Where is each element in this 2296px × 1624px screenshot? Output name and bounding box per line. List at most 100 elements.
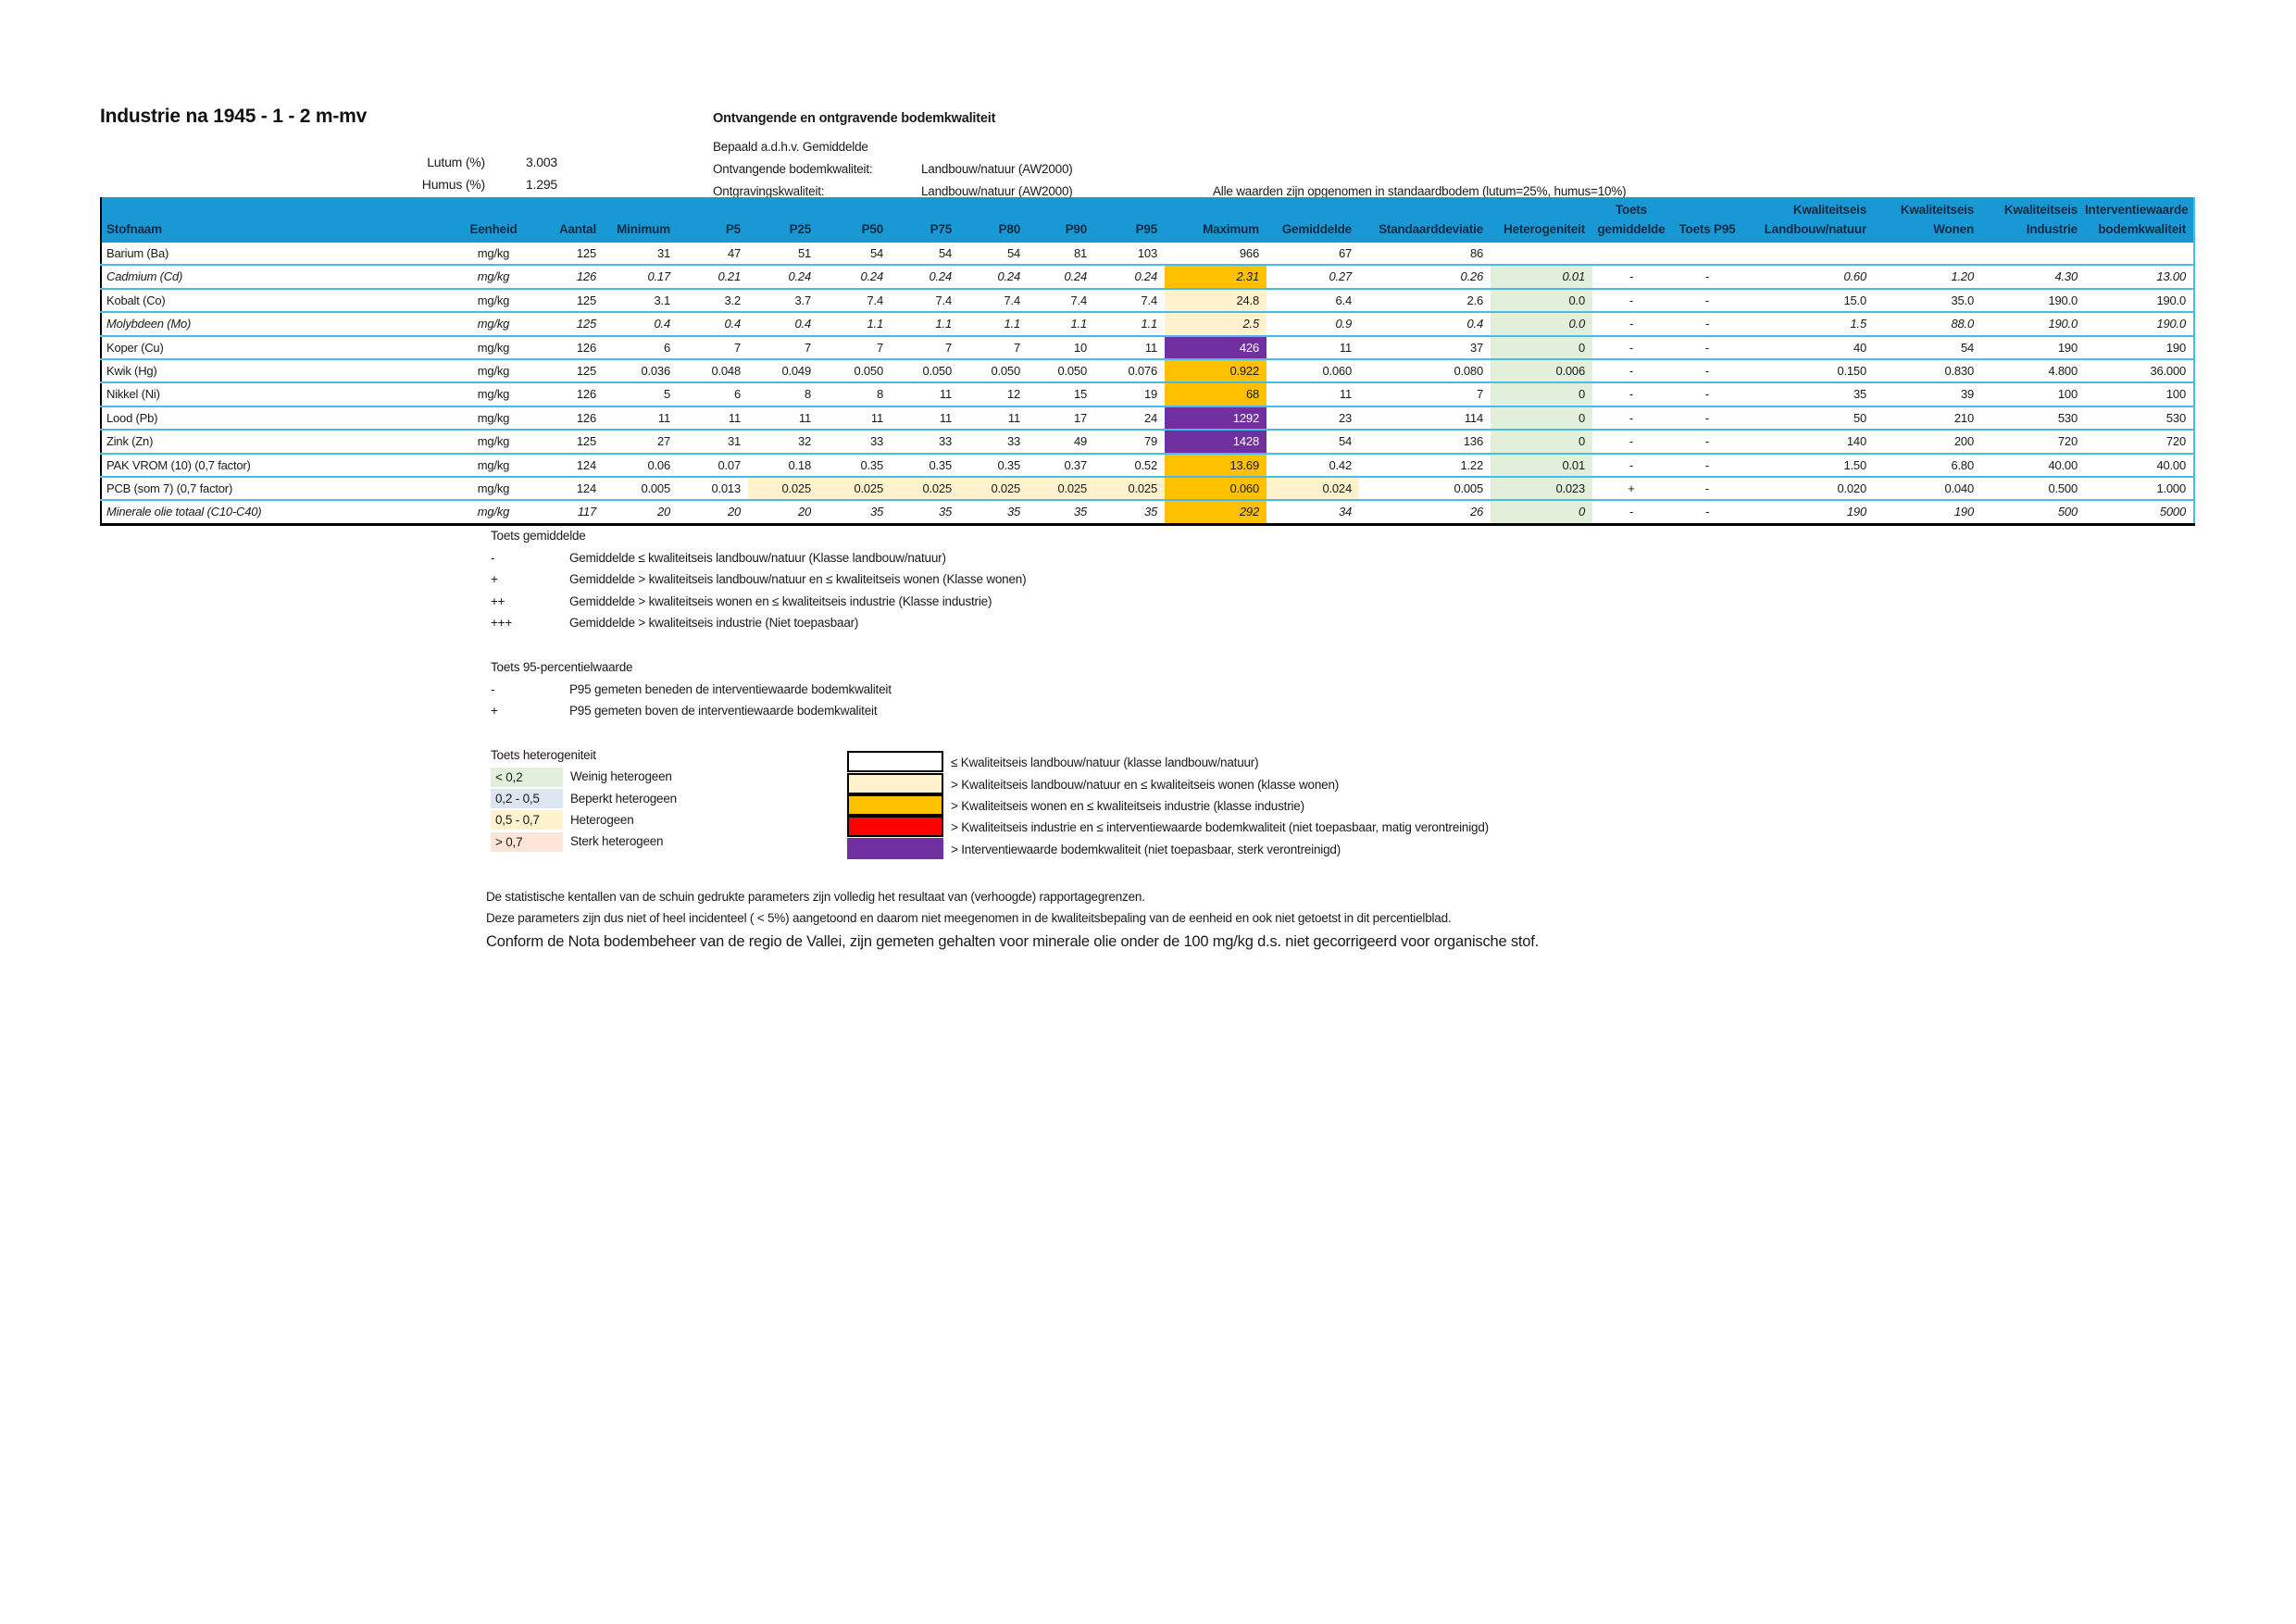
cell-gemiddelde: 11: [1339, 340, 1352, 355]
cell-p95: 35: [1143, 505, 1157, 519]
cell-p25: 0.18: [788, 457, 811, 472]
cell-interventiewaarde: 5000: [2159, 505, 2186, 519]
cell-p80: 0.24: [997, 269, 1020, 284]
cell-heterogeniteit: 0: [1491, 406, 1592, 431]
color-swatch: [847, 837, 943, 859]
cell-p95: 0.076: [1128, 364, 1157, 379]
legend-text: > Kwaliteitseis wonen en ≤ kwaliteitseis…: [951, 798, 1304, 813]
cell-kw_industrie: 190: [2057, 340, 2078, 355]
column-header-minimum: Minimum: [604, 197, 678, 243]
cell-p80: 54: [1006, 246, 1020, 260]
cell-p90: 81: [1073, 246, 1087, 260]
cell-stofnaam: Barium (Ba): [106, 246, 169, 260]
cell-interventiewaarde: 13.00: [2156, 269, 2186, 284]
legend-items: - Gemiddelde ≤ kwaliteitseis landbouw/nat…: [491, 547, 1027, 634]
cell-gemiddelde: 23: [1338, 410, 1352, 425]
cell-p80: 1.1: [1004, 317, 1021, 331]
cell-toets_p95: -: [1704, 364, 1710, 379]
cell-minimum: 0.06: [647, 457, 670, 472]
cell-standaarddeviatie: 0.080: [1454, 364, 1483, 379]
table-row: Nikkel (Ni) mg/kg 126 5 6 8 8 11 12 15 19 68 11 7 0- -3…: [101, 382, 2194, 406]
cell-p25: 0.4: [794, 317, 812, 331]
legend-text: Gemiddelde > kwaliteitseis landbouw/natu…: [569, 572, 1027, 586]
percentile-table: Stofnaam Eenheid Aantal Minimum P5 P25 P50 P75 P…: [100, 197, 2195, 526]
cell-standaarddeviatie: 86: [1469, 246, 1483, 260]
legend-item: > 0,7 Sterk heterogeen: [491, 831, 677, 852]
cell-stofnaam: Molybdeen (Mo): [106, 317, 192, 331]
legend-toets-p95: Toets 95-percentielwaarde - P95 gemeten b…: [491, 656, 892, 722]
cell-interventiewaarde: 36.000: [2150, 364, 2186, 379]
cell-stofnaam: PAK VROM (10) (0,7 factor): [106, 457, 251, 472]
cell-p50: 11: [870, 410, 883, 425]
cell-p90: 10: [1073, 340, 1087, 355]
cell-p5: 0.048: [711, 364, 741, 379]
info-determined: Bepaald a.d.h.v. Gemiddelde: [713, 140, 868, 154]
cell-kw_landbouw_natuur: 140: [1846, 434, 1866, 449]
table-row: Molybdeen (Mo) mg/kg 125 0.4 0.4 0.4 1.1 1.1 1.1…: [101, 312, 2194, 336]
cell-interventiewaarde: [2085, 243, 2194, 265]
table-row: Lood (Pb) mg/kg 126 11 11 11 11 11 11 17 24 1292 23 1…: [101, 406, 2194, 431]
cell-maximum: 0.922: [1165, 359, 1267, 383]
cell-stofnaam: Kobalt (Co): [106, 293, 166, 307]
column-header-kw_wonen: Kwaliteitseis Wonen: [1874, 197, 1981, 243]
cell-p25: 11: [798, 410, 811, 425]
table-row: Koper (Cu) mg/kg 126 6 7 7 7 7 7 10 11 426 11 37 0 - - 40…: [101, 335, 2194, 360]
column-header-maximum: Maximum: [1165, 197, 1267, 243]
cell-stofnaam: Nikkel (Ni): [106, 387, 160, 402]
cell-maximum: 1292: [1165, 406, 1267, 431]
cell-toets_gemiddelde: -: [1628, 364, 1634, 379]
legend-text: Heterogeen: [570, 813, 634, 827]
cell-toets_gemiddelde: +: [1628, 481, 1635, 496]
cell-interventiewaarde: 40.00: [2156, 457, 2186, 472]
cell-gemiddelde: 0.27: [1329, 269, 1352, 284]
legend-text: Gemiddelde > kwaliteitseis wonen en ≤ kw…: [569, 593, 992, 608]
cell-kw_landbouw_natuur: 0.150: [1837, 364, 1866, 379]
cell-p80: 33: [1006, 434, 1020, 449]
cell-heterogeniteit: 0.0: [1491, 312, 1592, 336]
cell-p80: 7: [1013, 340, 1020, 355]
cell-kw_industrie: [1981, 243, 2085, 265]
cell-gemiddelde: 6.4: [1335, 293, 1353, 307]
cell-aantal: 125: [576, 317, 596, 331]
table-row: PCB (som 7) (0,7 factor) mg/kg 124 0.005 0.0…: [101, 477, 2194, 501]
cell-toets_gemiddelde: -: [1628, 434, 1634, 449]
cell-kw_industrie: 190.0: [2048, 293, 2078, 307]
cell-stofnaam: Minerale olie totaal (C10-C40): [106, 505, 262, 519]
cell-eenheid: mg/kg: [477, 410, 510, 425]
cell-maximum: 2.5: [1165, 312, 1267, 336]
cell-eenheid: mg/kg: [477, 317, 510, 331]
cell-standaarddeviatie: 1.22: [1460, 457, 1483, 472]
legend-item: +++ Gemiddelde > kwaliteitseis industrie …: [491, 612, 1026, 634]
color-swatch: [847, 751, 943, 773]
heterogeneity-range-swatch: < 0,2: [491, 767, 563, 787]
cell-p25: 0.24: [788, 269, 811, 284]
cell-eenheid: mg/kg: [477, 457, 510, 472]
legend-item: 0,5 - 0,7 Heterogeen: [491, 809, 677, 831]
cell-stofnaam: PCB (som 7) (0,7 factor): [106, 481, 233, 496]
cell-gemiddelde: 34: [1338, 505, 1352, 519]
cell-p90: 0.24: [1064, 269, 1087, 284]
cell-p75: 11: [939, 410, 952, 425]
cell-standaarddeviatie: 37: [1469, 340, 1483, 355]
table-row: Cadmium (Cd) mg/kg 126 0.17 0.21 0.24 0.24 0.24…: [101, 265, 2194, 289]
cell-toets_gemiddelde: -: [1628, 410, 1634, 425]
cell-p95: 0.025: [1094, 477, 1165, 501]
excavation-quality-value: Landbouw/natuur (AW2000): [921, 184, 1073, 198]
cell-minimum: 27: [656, 434, 670, 449]
cell-toets_gemiddelde: -: [1628, 317, 1634, 331]
cell-p90: 1.1: [1070, 317, 1088, 331]
cell-aantal: 124: [576, 457, 596, 472]
cell-aantal: 125: [576, 434, 596, 449]
cell-toets_gemiddelde: -: [1628, 505, 1634, 519]
cell-heterogeniteit: 0: [1491, 500, 1592, 525]
cell-kw_wonen: 54: [1960, 340, 1974, 355]
cell-toets_gemiddelde: -: [1628, 457, 1634, 472]
legend-title: Toets gemiddelde: [491, 529, 586, 543]
legend-text: P95 gemeten boven de interventiewaarde b…: [569, 704, 878, 718]
excavation-quality-label: Ontgravingskwaliteit:: [713, 184, 825, 198]
cell-gemiddelde: 11: [1339, 387, 1352, 402]
cell-standaarddeviatie: 2.6: [1466, 293, 1484, 307]
info-heading: Ontvangende en ontgravende bodemkwalitei…: [713, 111, 996, 126]
color-swatch: [847, 772, 943, 794]
footer-notes: De statistische kentallen van de schuin …: [486, 887, 1539, 953]
